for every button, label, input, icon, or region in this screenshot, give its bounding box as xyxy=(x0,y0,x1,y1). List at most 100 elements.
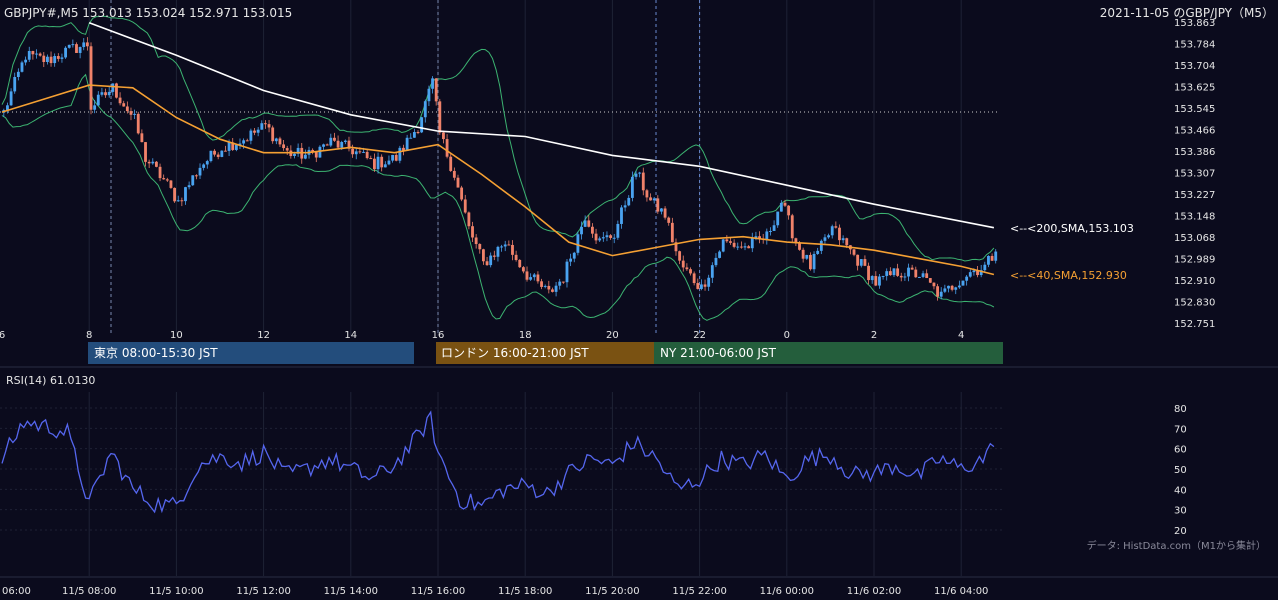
candle-body xyxy=(594,233,598,241)
candle-body xyxy=(434,78,438,102)
candle-body xyxy=(35,53,38,55)
price-tick-label: 153.625 xyxy=(1174,82,1215,93)
candle-body xyxy=(107,91,111,96)
candle-body xyxy=(739,246,743,248)
candle-body xyxy=(809,254,812,270)
candle-body xyxy=(514,254,518,260)
candle-body xyxy=(794,238,798,244)
candle-body xyxy=(264,123,267,125)
candle-body xyxy=(910,267,914,270)
candle-body xyxy=(587,220,591,227)
time-tick-label: 11/5 22:00 xyxy=(672,586,726,597)
candle-body xyxy=(445,139,449,157)
candle-body xyxy=(85,42,89,47)
candle-body xyxy=(184,187,187,202)
price-axis: 153.863 153.784 153.704 153.625 153.545 153.4… xyxy=(1174,18,1215,330)
candle-body xyxy=(845,238,849,246)
candle-body xyxy=(343,140,347,143)
candle-body xyxy=(376,156,380,170)
candle-body xyxy=(899,275,903,278)
rsi-tick-label: 20 xyxy=(1174,526,1187,537)
candle-body xyxy=(583,220,587,227)
candle-body xyxy=(994,251,998,261)
candle-body xyxy=(409,137,413,139)
candle-body xyxy=(736,246,740,248)
rsi-tick-label: 80 xyxy=(1174,404,1187,415)
time-axis: 06:00 11/5 08:00 11/5 10:00 11/5 12:00 11/5 … xyxy=(2,586,988,597)
candle-body xyxy=(42,55,46,63)
candle-body xyxy=(936,286,939,297)
candle-body xyxy=(16,71,20,78)
candle-body xyxy=(198,167,202,176)
time-tick-label: 11/5 16:00 xyxy=(411,586,465,597)
candle-body xyxy=(60,57,64,59)
price-tick-label: 153.227 xyxy=(1174,190,1215,201)
candle-body xyxy=(805,254,809,259)
candle-body xyxy=(231,142,235,150)
candle-body xyxy=(532,274,536,278)
candle-body xyxy=(104,92,107,96)
london-session-bar xyxy=(436,342,654,364)
candle-body xyxy=(129,111,133,115)
candle-body xyxy=(46,56,49,63)
candle-body xyxy=(685,267,689,270)
candle-body xyxy=(213,150,216,155)
candle-body xyxy=(918,276,921,278)
candle-body xyxy=(31,51,35,55)
candle-body xyxy=(67,44,71,48)
hour-tick-label: 18 xyxy=(519,330,532,341)
candle-body xyxy=(64,47,67,58)
candle-body xyxy=(500,246,503,248)
candle-body xyxy=(881,275,885,277)
candle-body xyxy=(365,151,369,159)
candle-body xyxy=(947,285,950,289)
candle-body xyxy=(547,285,551,290)
candle-body xyxy=(71,44,75,46)
candle-body xyxy=(38,53,42,56)
candle-body xyxy=(696,283,700,289)
hour-tick-label: 4 xyxy=(958,330,964,341)
candle-body xyxy=(394,154,398,161)
candle-body xyxy=(634,173,638,177)
candle-body xyxy=(878,276,881,286)
candle-body xyxy=(303,154,307,159)
candle-body xyxy=(601,237,605,239)
candle-body xyxy=(921,273,925,277)
candle-body xyxy=(383,164,387,168)
candle-body xyxy=(373,158,376,170)
candle-body xyxy=(852,249,856,255)
candle-body xyxy=(351,148,355,155)
candle-body xyxy=(772,225,776,231)
candle-body xyxy=(340,142,344,148)
candle-body xyxy=(823,237,827,241)
candle-body xyxy=(765,231,769,240)
candle-body xyxy=(122,103,126,107)
candle-body xyxy=(489,255,493,266)
candle-body xyxy=(620,207,623,224)
candle-body xyxy=(398,147,402,161)
sma200-line xyxy=(88,22,995,229)
candle-body xyxy=(318,146,322,158)
candle-body xyxy=(627,197,631,206)
candle-body xyxy=(220,150,224,157)
candle-body xyxy=(976,270,979,276)
candle-body xyxy=(943,288,947,292)
tokyo-session-bar xyxy=(88,342,414,364)
candle-body xyxy=(507,244,511,246)
candle-body xyxy=(957,285,961,288)
candle-body xyxy=(260,123,264,130)
candle-body xyxy=(133,113,137,115)
candle-body xyxy=(467,212,471,227)
candle-body xyxy=(180,200,184,202)
candle-body xyxy=(667,217,671,223)
candle-body xyxy=(478,244,482,250)
candle-body xyxy=(115,83,118,98)
candle-body xyxy=(82,42,86,48)
candle-body xyxy=(271,127,275,142)
candle-body xyxy=(362,151,365,153)
bollinger-upper xyxy=(1,15,995,262)
candle-body xyxy=(536,274,540,282)
candle-body xyxy=(598,238,602,241)
bollinger-bands xyxy=(1,15,995,321)
candle-body xyxy=(431,78,434,89)
